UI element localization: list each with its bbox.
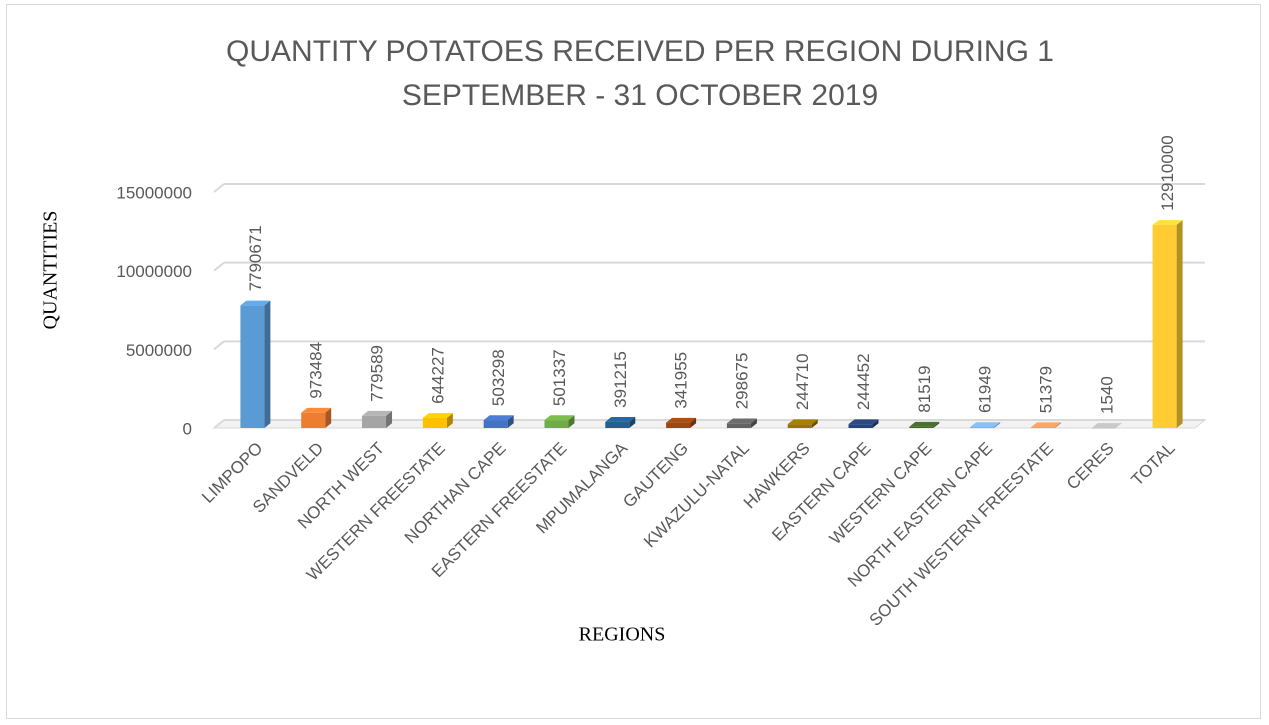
bar-top bbox=[362, 410, 393, 416]
bar-top bbox=[483, 415, 514, 421]
bar-top bbox=[726, 418, 757, 424]
bar-side bbox=[1054, 422, 1061, 428]
data-label: 7790671 bbox=[246, 225, 265, 291]
data-label: 298675 bbox=[732, 353, 751, 410]
grid-line bbox=[213, 261, 225, 272]
data-label: 391215 bbox=[611, 351, 630, 408]
bar-side bbox=[690, 417, 697, 428]
bar-side bbox=[386, 410, 393, 428]
bar bbox=[605, 421, 630, 428]
data-label: 501337 bbox=[550, 349, 569, 406]
bar-top bbox=[1091, 423, 1122, 428]
bar-top bbox=[909, 421, 940, 427]
bar-side bbox=[568, 415, 575, 428]
x-tick-label: WESTERN CAPE bbox=[826, 439, 936, 549]
x-tick-label: KWAZULU-NATAL bbox=[640, 439, 753, 552]
grid-line bbox=[213, 340, 225, 351]
data-label: 779589 bbox=[368, 345, 387, 402]
bar-top bbox=[422, 413, 453, 418]
data-label: 973484 bbox=[307, 342, 326, 399]
bar bbox=[483, 420, 508, 428]
bar-top bbox=[301, 407, 332, 413]
x-tick-label: TOTAL bbox=[1128, 439, 1179, 490]
bar bbox=[909, 426, 934, 428]
bar-top bbox=[544, 415, 575, 421]
data-label: 503298 bbox=[489, 349, 508, 406]
bar-side bbox=[811, 419, 818, 428]
x-tick-label: CERES bbox=[1063, 439, 1118, 494]
bar bbox=[666, 422, 691, 428]
y-tick-label: 10000000 bbox=[116, 262, 192, 281]
bar bbox=[240, 305, 265, 428]
y-tick-label: 5000000 bbox=[126, 341, 192, 360]
bar-side bbox=[264, 300, 271, 428]
y-tick-label: 0 bbox=[183, 419, 192, 438]
data-label: 81519 bbox=[915, 365, 934, 412]
bar bbox=[544, 420, 569, 428]
data-label: 341955 bbox=[672, 352, 691, 409]
bar-side bbox=[629, 417, 636, 428]
y-axis-title: QUANTITIES bbox=[40, 211, 62, 330]
bar-top bbox=[666, 417, 697, 423]
data-label: 644227 bbox=[428, 347, 447, 404]
bar-top bbox=[970, 422, 1001, 428]
bar bbox=[1152, 224, 1177, 428]
grid-line bbox=[213, 419, 225, 429]
bar bbox=[848, 424, 873, 428]
bar-top bbox=[848, 419, 879, 425]
data-label: 244710 bbox=[793, 353, 812, 410]
bar-top bbox=[787, 419, 818, 425]
bar-side bbox=[750, 418, 757, 428]
chart-title: QUANTITY POTATOES RECEIVED PER REGION DU… bbox=[226, 35, 1054, 112]
data-label: 1540 bbox=[1097, 376, 1116, 414]
bar-side bbox=[872, 419, 879, 428]
bar-side bbox=[325, 407, 332, 428]
bar-side bbox=[446, 413, 453, 428]
bar-side bbox=[994, 422, 1001, 428]
bar bbox=[301, 412, 326, 428]
bar-top bbox=[240, 300, 271, 306]
bar-top bbox=[605, 417, 636, 422]
bar-top bbox=[1030, 422, 1061, 428]
bar-side bbox=[1115, 423, 1122, 428]
data-label: 244452 bbox=[854, 353, 873, 410]
data-label: 12910000 bbox=[1158, 135, 1177, 211]
y-tick-label: 15000000 bbox=[116, 183, 192, 202]
bar bbox=[1091, 427, 1116, 429]
data-label: 61949 bbox=[976, 366, 995, 413]
x-tick-label: NORTHAN CAPE bbox=[401, 439, 510, 548]
bar-top bbox=[1152, 220, 1183, 225]
bar bbox=[362, 415, 387, 428]
bar-side bbox=[1176, 220, 1183, 428]
grid-line bbox=[213, 183, 225, 193]
bar-side bbox=[933, 421, 940, 428]
bar bbox=[970, 427, 995, 428]
bar-side bbox=[507, 415, 514, 428]
bar bbox=[1030, 427, 1055, 428]
data-label: 51379 bbox=[1036, 366, 1055, 413]
bar bbox=[422, 417, 447, 428]
x-axis-title: REGIONS bbox=[579, 624, 666, 646]
bar bbox=[726, 423, 751, 428]
chart-frame bbox=[6, 4, 1261, 719]
bar bbox=[787, 424, 812, 428]
